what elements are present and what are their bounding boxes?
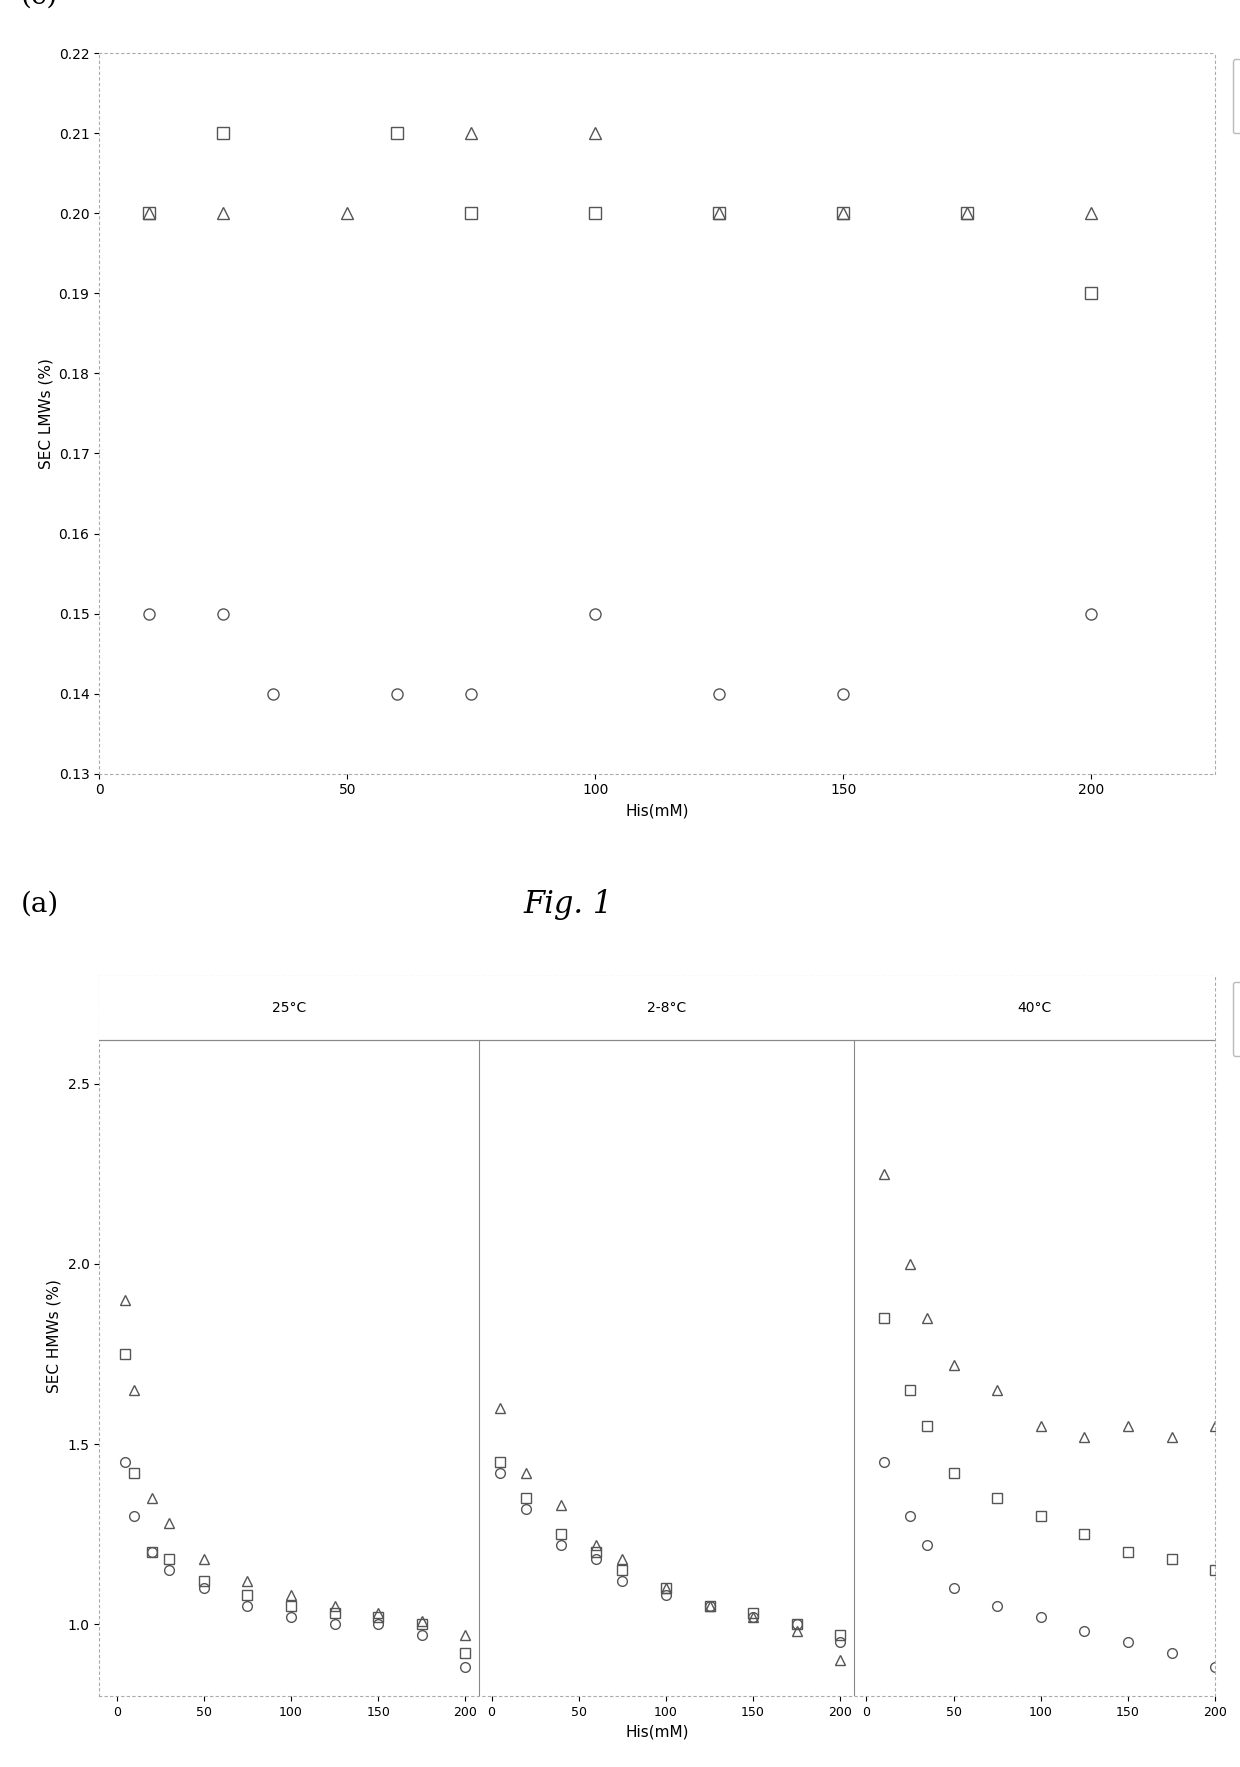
Text: 2-8°C: 2-8°C [647,1000,687,1014]
X-axis label: His(mM): His(mM) [625,1725,689,1739]
Bar [99,975,1215,1041]
Text: Fig. 1: Fig. 1 [523,889,613,921]
X-axis label: His(mM): His(mM) [625,802,689,818]
Text: (a): (a) [21,891,60,917]
Y-axis label: SEC LMWs (%): SEC LMWs (%) [38,359,53,468]
Text: (c): (c) [21,0,58,11]
Y-axis label: SEC HMWs (%): SEC HMWs (%) [47,1279,62,1392]
Text: 40°C: 40°C [1018,1000,1052,1014]
Legend: SEC LMWs-F/T 0(%), SEC LMWs-F/T 5(%), SEC LMWs-F/T 10 (%): SEC LMWs-F/T 0(%), SEC LMWs-F/T 5(%), SE… [1233,60,1240,133]
Text: 25°C: 25°C [272,1000,306,1014]
Legend: SEC HMWs -0W (%), SEC HMWs -2W (%), SEC HMWs -4W (%): SEC HMWs -0W (%), SEC HMWs -2W (%), SEC … [1233,982,1240,1057]
